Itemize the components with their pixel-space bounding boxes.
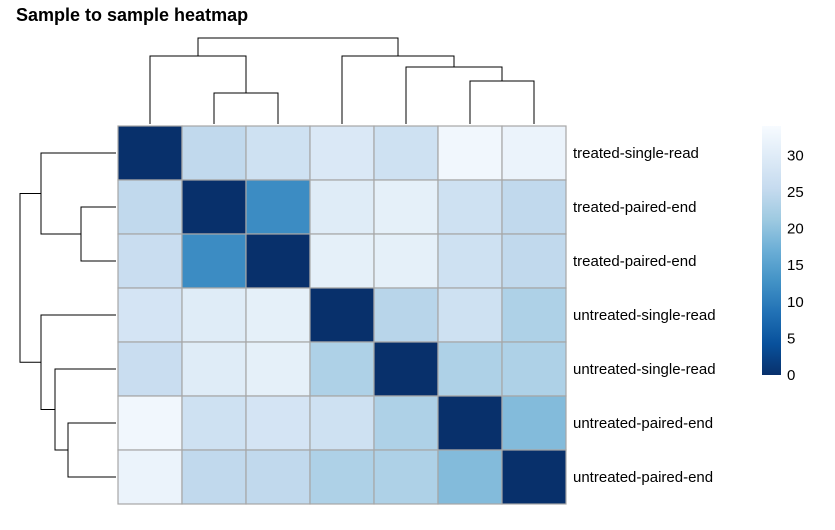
heatmap-cell-r4-c6 (501, 341, 567, 397)
heatmap-cell-r5-c4 (373, 395, 439, 451)
heatmap-cell-r3-c3 (309, 287, 375, 343)
heatmap-cell-r4-c2 (245, 341, 311, 397)
row-link-3-456 (40, 314, 116, 410)
row-label-0: treated-single-read (573, 145, 699, 162)
heatmap-cell-r5-c6 (501, 395, 567, 451)
heatmap-cell-r2-c4 (373, 233, 439, 289)
heatmap-cell-r0-c4 (373, 125, 439, 181)
heatmap-cell-r1-c2 (245, 179, 311, 235)
heatmap-cell-r4-c1 (181, 341, 247, 397)
colorbar-tick-0: 0 (787, 367, 795, 384)
col-link-root (197, 37, 399, 56)
row-label-5: untreated-paired-end (573, 415, 713, 432)
colorbar-tick-20: 20 (787, 221, 804, 238)
colorbar-tick-10: 10 (787, 294, 804, 311)
row-link-5-6 (67, 422, 116, 478)
heatmap-cell-r4-c0 (117, 341, 183, 397)
row-link-1-2 (80, 206, 116, 262)
colorbar-tick-15: 15 (787, 257, 804, 274)
col-link-0-12 (149, 55, 247, 124)
heatmap-cell-r2-c3 (309, 233, 375, 289)
row-link-0-12 (40, 152, 116, 235)
heatmap-cell-r6-c5 (437, 449, 503, 505)
heatmap-cell-r5-c2 (245, 395, 311, 451)
heatmap-cell-r3-c0 (117, 287, 183, 343)
row-label-6: untreated-paired-end (573, 469, 713, 486)
col-link-5-6 (469, 80, 535, 124)
heatmap-cell-r6-c4 (373, 449, 439, 505)
heatmap-cell-r6-c2 (245, 449, 311, 505)
heatmap-cell-r2-c5 (437, 233, 503, 289)
column-dendrogram (149, 37, 535, 124)
heatmap-cell-r6-c3 (309, 449, 375, 505)
heatmap-cell-r4-c3 (309, 341, 375, 397)
heatmap-cell-r5-c5 (437, 395, 503, 451)
heatmap-cell-r1-c4 (373, 179, 439, 235)
heatmap-cell-r0-c6 (501, 125, 567, 181)
row-link-root (19, 193, 41, 363)
col-link-4-56 (405, 66, 503, 124)
row-label-1: treated-paired-end (573, 199, 696, 216)
heatmap-cell-r1-c1 (181, 179, 247, 235)
heatmap-cells (117, 125, 567, 505)
heatmap-cell-r3-c5 (437, 287, 503, 343)
heatmap-cell-r0-c0 (117, 125, 183, 181)
heatmap-cell-r1-c6 (501, 179, 567, 235)
heatmap-cell-r1-c3 (309, 179, 375, 235)
row-dendrogram (19, 152, 116, 478)
heatmap-cell-r1-c5 (437, 179, 503, 235)
heatmap-cell-r3-c1 (181, 287, 247, 343)
row-label-2: treated-paired-end (573, 253, 696, 270)
heatmap-cell-r2-c0 (117, 233, 183, 289)
col-link-1-2 (213, 92, 279, 124)
heatmap-cell-r5-c1 (181, 395, 247, 451)
heatmap-cell-r3-c2 (245, 287, 311, 343)
col-link-3-456 (341, 55, 455, 124)
heatmap-cell-r0-c3 (309, 125, 375, 181)
colorbar-tick-25: 25 (787, 184, 804, 201)
heatmap-cell-r5-c3 (309, 395, 375, 451)
row-labels: treated-single-read treated-paired-end tre… (573, 145, 716, 486)
row-label-3: untreated-single-read (573, 307, 716, 324)
heatmap-cell-r6-c1 (181, 449, 247, 505)
heatmap-cell-r6-c6 (501, 449, 567, 505)
row-link-4-56 (54, 368, 116, 451)
heatmap-cell-r1-c0 (117, 179, 183, 235)
colorbar-bar (762, 126, 781, 375)
heatmap-cell-r6-c0 (117, 449, 183, 505)
colorbar-tick-30: 30 (787, 147, 804, 164)
heatmap-cell-r3-c6 (501, 287, 567, 343)
heatmap-cell-r2-c6 (501, 233, 567, 289)
heatmap-cell-r0-c2 (245, 125, 311, 181)
heatmap-cell-r2-c1 (181, 233, 247, 289)
colorbar-tick-5: 5 (787, 330, 795, 347)
row-label-4: untreated-single-read (573, 361, 716, 378)
heatmap-cell-r5-c0 (117, 395, 183, 451)
colorbar: 0 5 10 15 20 25 30 (762, 126, 804, 384)
heatmap-cell-r4-c4 (373, 341, 439, 397)
heatmap-cell-r0-c5 (437, 125, 503, 181)
heatmap-cell-r4-c5 (437, 341, 503, 397)
heatmap-cell-r2-c2 (245, 233, 311, 289)
heatmap-cell-r3-c4 (373, 287, 439, 343)
page-title: Sample to sample heatmap (16, 5, 249, 25)
heatmap-cell-r0-c1 (181, 125, 247, 181)
